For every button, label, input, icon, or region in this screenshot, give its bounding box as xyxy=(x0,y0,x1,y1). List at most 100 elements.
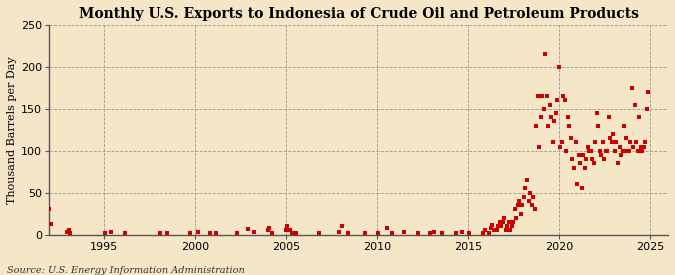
Point xyxy=(291,231,302,235)
Point xyxy=(564,123,575,128)
Point xyxy=(65,231,76,235)
Point xyxy=(531,123,541,128)
Point xyxy=(493,224,504,229)
Point xyxy=(506,224,517,229)
Point xyxy=(554,65,564,69)
Point xyxy=(44,207,55,212)
Point xyxy=(232,231,243,235)
Point xyxy=(500,228,511,233)
Point xyxy=(580,157,591,161)
Point xyxy=(573,153,584,157)
Point xyxy=(496,224,507,229)
Point xyxy=(641,107,652,111)
Point xyxy=(280,227,291,232)
Point xyxy=(494,220,505,224)
Point xyxy=(595,148,605,153)
Point xyxy=(119,231,130,235)
Point xyxy=(546,115,557,119)
Point xyxy=(155,231,165,235)
Point xyxy=(535,115,546,119)
Point xyxy=(610,148,620,153)
Point xyxy=(622,148,632,153)
Point xyxy=(570,140,581,145)
Point xyxy=(602,148,613,153)
Point xyxy=(537,94,547,98)
Point xyxy=(626,86,637,90)
Point xyxy=(556,140,567,145)
Point xyxy=(499,216,510,220)
Point xyxy=(437,231,448,235)
Point xyxy=(605,136,616,140)
Point xyxy=(552,98,563,103)
Point xyxy=(544,102,555,107)
Point xyxy=(491,228,502,233)
Point xyxy=(100,231,111,235)
Point xyxy=(591,111,602,115)
Point xyxy=(576,186,587,191)
Point xyxy=(205,231,215,235)
Point xyxy=(631,140,642,145)
Point xyxy=(643,90,653,94)
Point xyxy=(528,195,539,199)
Point xyxy=(585,148,596,153)
Point xyxy=(106,230,117,234)
Point xyxy=(516,211,526,216)
Point xyxy=(529,207,540,212)
Point xyxy=(634,115,645,119)
Point xyxy=(587,157,597,161)
Point xyxy=(538,107,549,111)
Point xyxy=(264,226,275,230)
Point xyxy=(607,140,618,145)
Point xyxy=(550,111,561,115)
Point xyxy=(248,230,259,234)
Point xyxy=(512,203,523,207)
Point xyxy=(488,228,499,233)
Point xyxy=(562,115,573,119)
Point xyxy=(517,203,528,207)
Point xyxy=(616,153,626,157)
Point xyxy=(343,231,354,235)
Point xyxy=(628,144,639,149)
Point xyxy=(162,231,173,235)
Point xyxy=(185,231,196,235)
Point xyxy=(532,94,543,98)
Point xyxy=(567,157,578,161)
Point xyxy=(541,94,552,98)
Point xyxy=(373,231,383,235)
Point xyxy=(534,144,545,149)
Point xyxy=(637,148,648,153)
Point xyxy=(547,140,558,145)
Point xyxy=(314,231,325,235)
Point xyxy=(549,119,560,123)
Point xyxy=(242,227,253,231)
Point xyxy=(502,224,513,229)
Point xyxy=(629,102,640,107)
Point xyxy=(267,231,277,235)
Point xyxy=(589,161,599,166)
Point xyxy=(617,148,628,153)
Point xyxy=(614,144,625,149)
Point xyxy=(613,161,624,166)
Point xyxy=(597,140,608,145)
Point xyxy=(478,231,489,235)
Point xyxy=(510,207,520,212)
Point xyxy=(505,228,516,233)
Point xyxy=(620,136,631,140)
Point xyxy=(520,186,531,191)
Point xyxy=(640,140,651,145)
Point xyxy=(192,230,203,234)
Point xyxy=(359,231,370,235)
Point xyxy=(596,153,607,157)
Point xyxy=(485,226,496,230)
Point xyxy=(619,123,630,128)
Point xyxy=(540,52,551,56)
Point xyxy=(464,231,475,235)
Point xyxy=(518,195,529,199)
Point xyxy=(508,220,518,224)
Point xyxy=(558,94,569,98)
Point xyxy=(611,140,622,145)
Point xyxy=(523,199,534,203)
Point xyxy=(578,153,589,157)
Point xyxy=(561,148,572,153)
Text: Source: U.S. Energy Information Administration: Source: U.S. Energy Information Administ… xyxy=(7,266,244,275)
